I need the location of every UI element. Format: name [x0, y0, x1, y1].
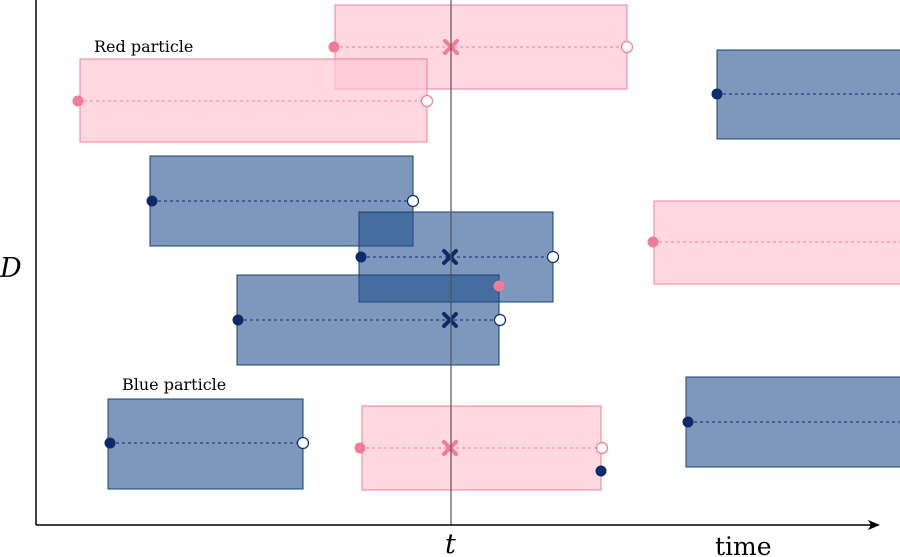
blue-end-open-dot: [406, 194, 420, 208]
blue-cross-marker: [442, 249, 458, 265]
blue-end-open-dot: [493, 313, 507, 327]
red-interval-bottom: [354, 405, 609, 491]
red-start-dot: [354, 442, 366, 454]
red-end-open-dot: [420, 94, 434, 108]
t-axis-label: t: [445, 529, 456, 557]
blue-isolated-dot: [595, 465, 607, 477]
blue-start-dot: [146, 195, 158, 207]
x-axis-label: time: [715, 532, 772, 557]
blue-interval-bottom-right: [682, 376, 900, 468]
red-cross-marker: [442, 440, 458, 456]
blue-start-dot: [232, 314, 244, 326]
red-start-dot: [647, 236, 659, 248]
red-start-dot: [72, 95, 84, 107]
red-interval-upper-left: [72, 58, 434, 143]
blue-start-dot: [682, 416, 694, 428]
y-axis-label: D: [0, 253, 22, 284]
red-particle-label: Red particle: [94, 37, 193, 56]
blue-end-open-dot: [296, 436, 310, 450]
blue-interval-top-right: [711, 49, 900, 140]
blue-start-dot: [104, 437, 116, 449]
blue-particle-label: Blue particle: [122, 375, 226, 394]
blue-start-dot: [355, 251, 367, 263]
blue-interval-bottom-left: [104, 398, 310, 490]
red-end-open-dot: [620, 40, 634, 54]
blue-interval-lower: [232, 274, 507, 366]
red-end-open-dot: [595, 441, 609, 455]
red-isolated-dot: [493, 280, 505, 292]
blue-cross-marker: [442, 312, 458, 328]
blue-end-open-dot: [546, 250, 560, 264]
red-start-dot: [328, 41, 340, 53]
blue-start-dot: [711, 88, 723, 100]
red-interval-right: [647, 200, 900, 285]
